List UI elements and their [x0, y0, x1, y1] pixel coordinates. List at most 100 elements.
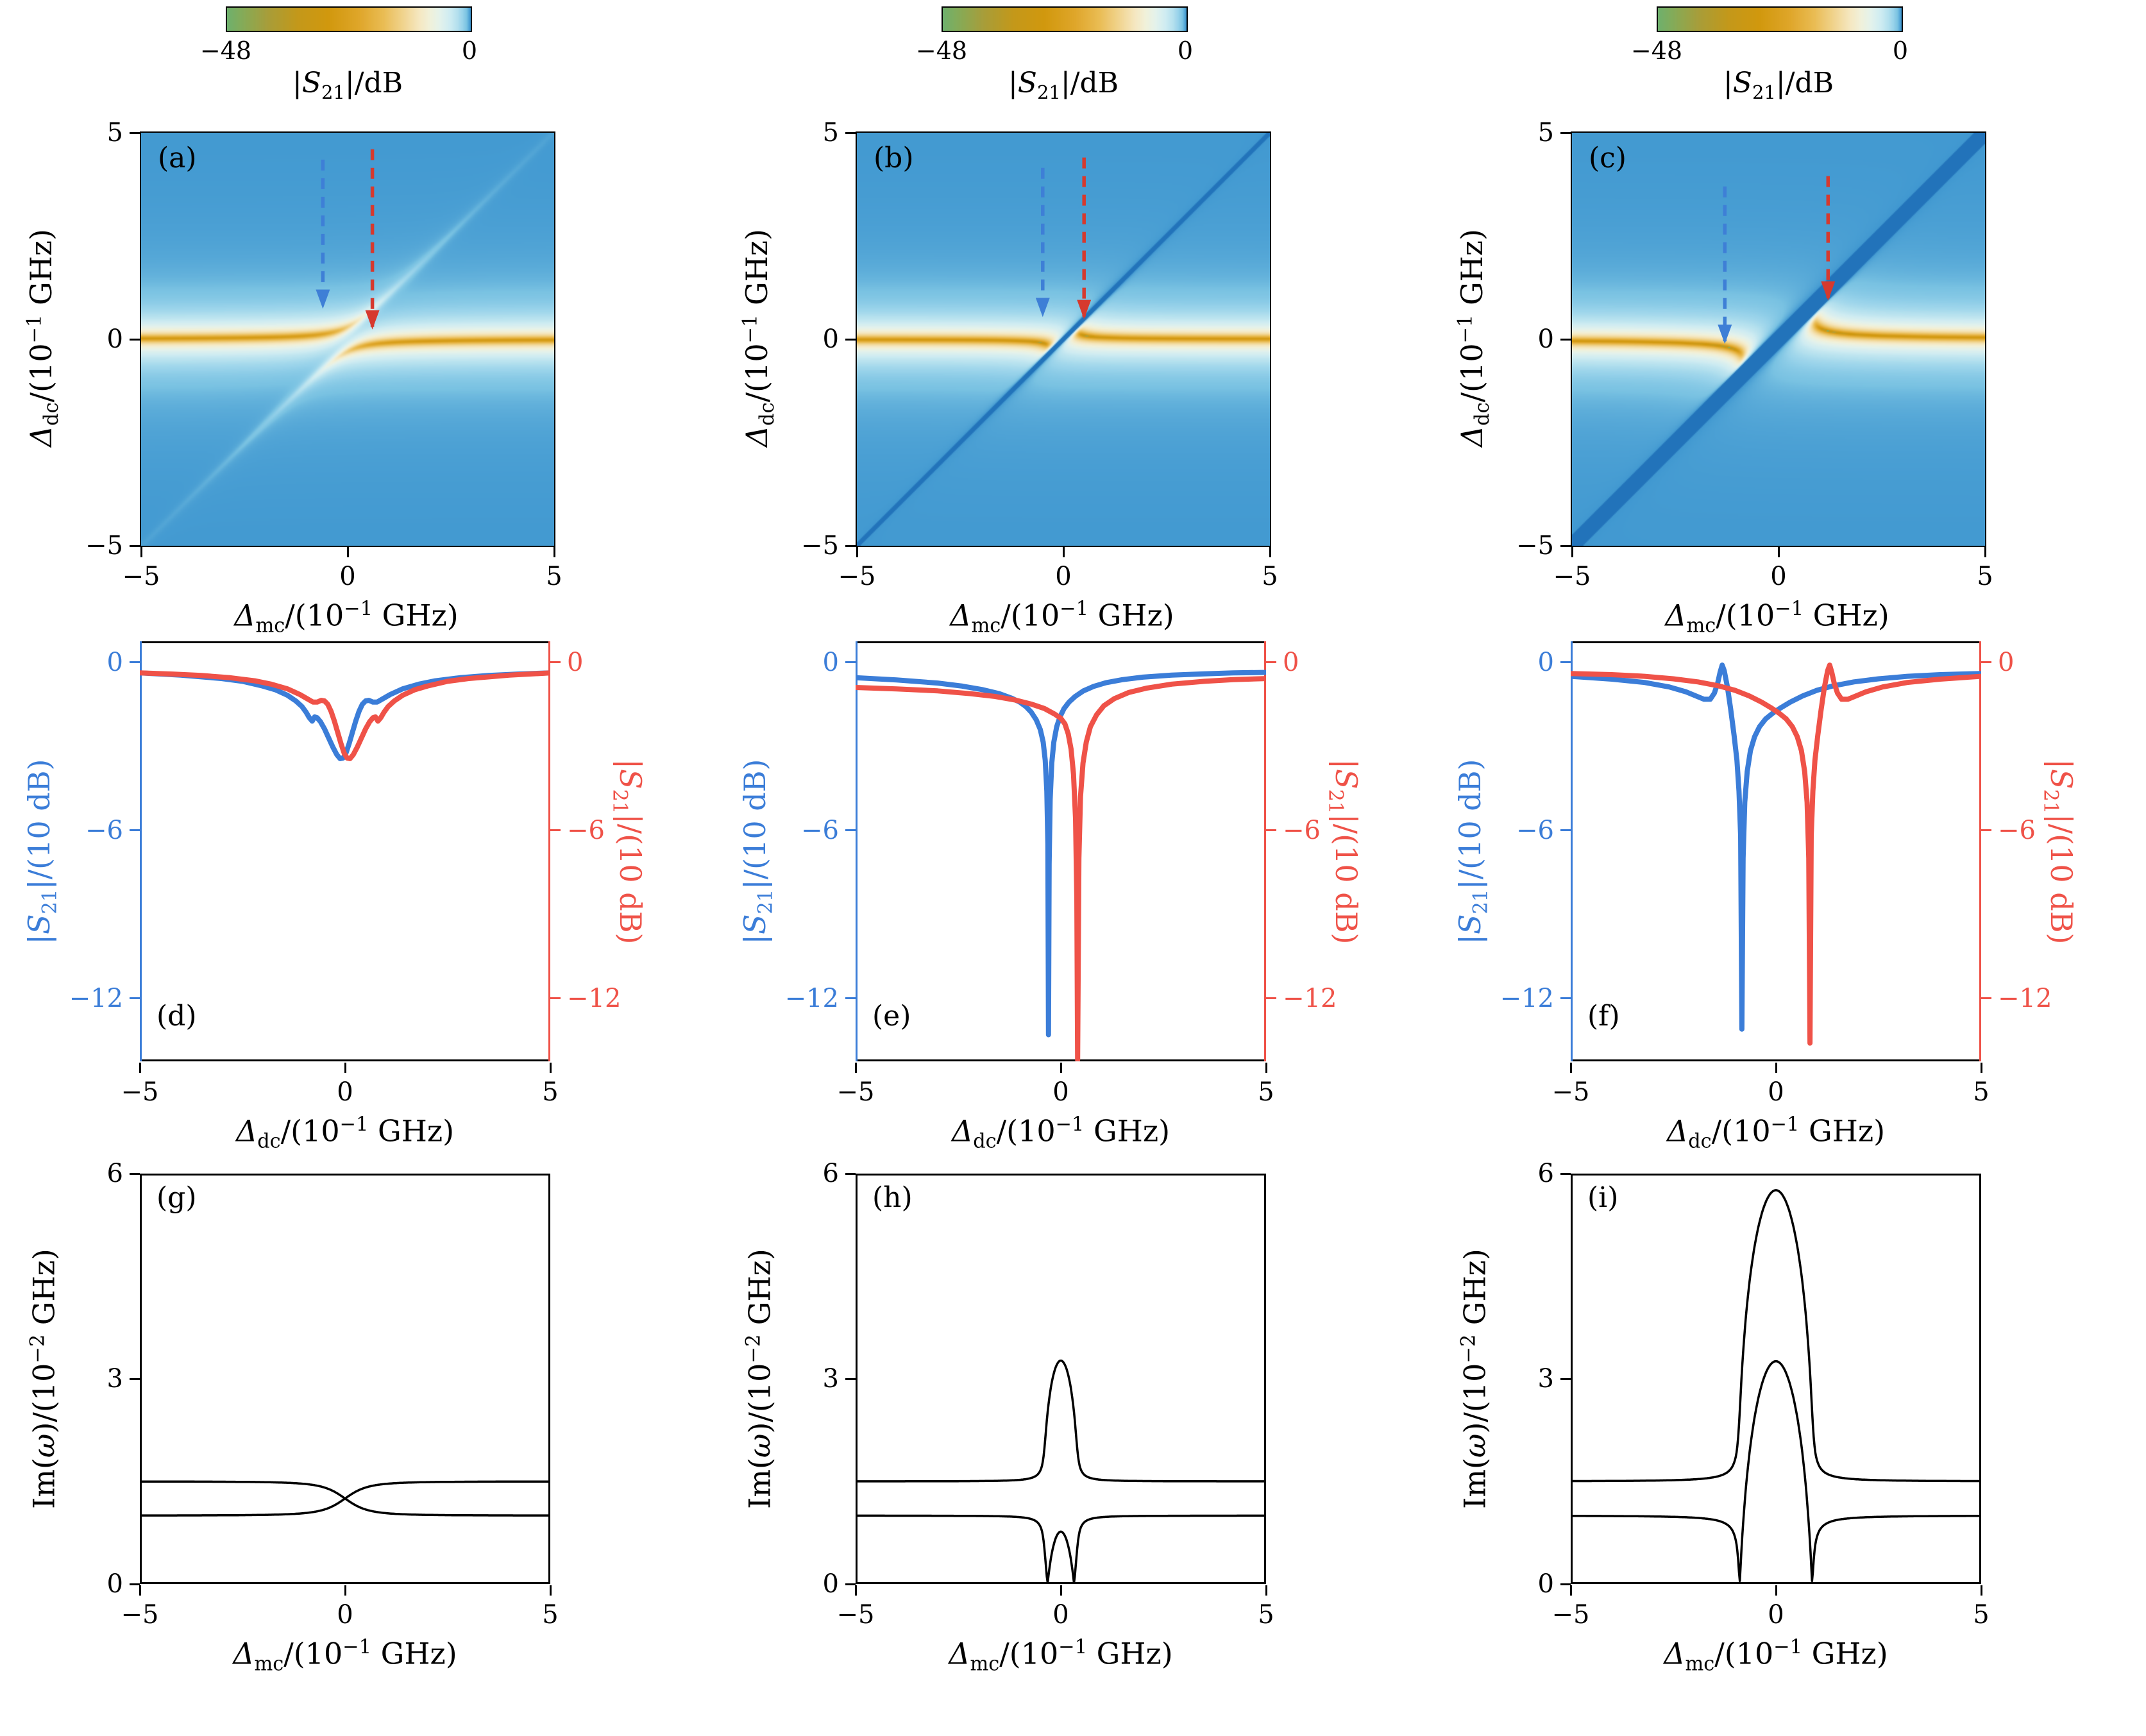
colorbar-title-c-pre: |	[1723, 67, 1733, 99]
colorbar-title-b-pre: |	[1008, 67, 1018, 99]
y-tick-label-right: 0	[567, 647, 584, 677]
row2-ylabel-right-e: |S21|/(10 dB)	[1324, 759, 1364, 944]
x-tick-label: 0	[1768, 1600, 1784, 1630]
row3-ylabel-h-post: GHz)	[742, 1249, 777, 1335]
y-tickmark-right	[550, 829, 561, 832]
panel-letter-b: (b)	[874, 142, 914, 174]
x-tick-label: 5	[1258, 1600, 1274, 1630]
row2-ylabel-right-f-var: S	[2043, 768, 2079, 789]
x-tickmark	[139, 1063, 141, 1073]
heatmap-ylabel-c-var: Δ	[1454, 425, 1489, 448]
y-tick-label: 3	[106, 1364, 123, 1394]
x-tick-label: −5	[836, 1077, 875, 1107]
y-tick-label-left: −12	[69, 983, 123, 1013]
y-tickmark	[1560, 1583, 1571, 1585]
row2-ylabel-right-e-sub: 21	[1324, 789, 1347, 814]
row3-ylabel-h-var: ω	[742, 1433, 777, 1458]
colorbar-canvas-a	[226, 6, 472, 32]
x-tickmark	[1777, 547, 1780, 557]
colorbar-tick-min: −48	[915, 37, 968, 65]
y-tickmark	[1560, 1378, 1571, 1380]
row3-ylabel-g-pre: Im(	[26, 1458, 62, 1509]
row2-ylabel-left-f-sub: 21	[1469, 889, 1492, 914]
row3-ylabel-i-pre: Im(	[1457, 1458, 1492, 1509]
x-tick-label: 5	[1258, 1077, 1274, 1107]
y-tick-label: 3	[1537, 1364, 1554, 1394]
x-tickmark	[344, 1063, 346, 1073]
x-tickmark	[1775, 1063, 1777, 1073]
panel-letter-g: (g)	[156, 1181, 197, 1214]
x-tickmark	[1060, 1585, 1062, 1596]
x-tickmark	[1265, 1063, 1267, 1073]
x-tick-label: −5	[1551, 1600, 1590, 1630]
row2-xlabel-f-var: Δ	[1666, 1113, 1689, 1149]
row3-ylabel-i-sup: −2	[1457, 1334, 1480, 1363]
row2-xlabel-d-var: Δ	[235, 1113, 258, 1149]
s21-cut-blue	[137, 670, 553, 761]
y-tickmark	[130, 1378, 140, 1380]
heatmap-xlabel-b-post: GHz)	[1088, 598, 1174, 633]
y-tick-label: 5	[1537, 118, 1554, 147]
row3-xlabel-h-var: Δ	[949, 1636, 970, 1671]
colorbar-title-c-var: S	[1732, 67, 1752, 99]
y-tickmark	[130, 544, 140, 547]
y-tick-label-right: −12	[567, 983, 621, 1013]
im-lower-branch	[1570, 1360, 1982, 1583]
y-tick-label: 0	[1537, 1569, 1554, 1599]
row3-xlabel-g-post: GHz)	[371, 1636, 457, 1671]
row3-xlabel-h-mid: /(10	[999, 1636, 1059, 1671]
y-tickmark-left	[1560, 661, 1571, 664]
x-tickmark	[140, 547, 142, 557]
y-tickmark-left	[1560, 829, 1571, 832]
s21-cut-red	[1568, 662, 1984, 1046]
y-tickmark	[1560, 544, 1571, 547]
x-tickmark	[1569, 1063, 1572, 1073]
x-tickmark	[553, 547, 555, 557]
y-tick-label-left: 0	[106, 647, 123, 677]
x-tick-label: 5	[1262, 562, 1278, 591]
heatmap-xlabel-b-mid: /(10	[1001, 598, 1060, 633]
x-tick-label: 5	[546, 562, 562, 591]
y-tickmark-left	[845, 661, 856, 664]
heatmap-xlabel-b-sup: −1	[1060, 598, 1089, 620]
heatmap-xlabel-b-sub: mc	[971, 614, 1001, 637]
y-tickmark-right	[1266, 661, 1276, 664]
x-tickmark	[854, 1063, 857, 1073]
y-tick-label: −5	[1516, 531, 1554, 560]
y-tick-label: 6	[106, 1159, 123, 1188]
colorbar-title-a-pre: |	[292, 67, 302, 99]
row3-xlabel-h-sub: mc	[970, 1653, 1000, 1676]
row2-ylabel-left-d-var: S	[22, 913, 57, 934]
row3-ylabel-h-mid: )/(10	[742, 1363, 777, 1434]
y-tickmark-left	[845, 829, 856, 832]
linecut-svg-e	[853, 641, 1269, 1063]
x-tick-label: −5	[836, 1600, 875, 1630]
heatmap-xlabel-a-sup: −1	[344, 598, 373, 620]
y-tick-label: 5	[822, 118, 839, 147]
row2-ylabel-right-d-var: S	[613, 768, 648, 789]
heatmap-xlabel-a-post: GHz)	[373, 598, 459, 633]
x-tickmark	[1984, 547, 1986, 557]
colorbar-tick-max: 0	[461, 37, 478, 65]
y-tickmark	[130, 338, 140, 341]
s21-cut-blue	[1568, 662, 1984, 1032]
row2-ylabel-right-d-pre: |	[613, 759, 648, 769]
y-tick-label: −5	[801, 531, 839, 560]
colorbar-title-b: |S21|/dB	[1008, 69, 1119, 102]
row3-xlabel-h-sup: −1	[1058, 1636, 1088, 1658]
x-tickmark	[1269, 547, 1271, 557]
row3-xlabel-g-mid: /(10	[283, 1636, 343, 1671]
row2-ylabel-right-d-sub: 21	[608, 789, 631, 814]
row2-ylabel-right-f-pre: |	[2043, 759, 2079, 769]
heatmap-xlabel-a-var: Δ	[234, 598, 256, 633]
y-tickmark	[1560, 1172, 1571, 1175]
x-tickmark	[856, 547, 858, 557]
y-tickmark	[845, 544, 856, 547]
panel-letter-h: (h)	[872, 1181, 913, 1214]
y-tick-label-left: −12	[784, 983, 839, 1013]
x-tick-label: −5	[1553, 562, 1591, 591]
y-tick-label: 6	[1537, 1159, 1554, 1188]
x-tick-label: −5	[122, 562, 160, 591]
row3-xlabel-i: Δmc/(10−1 GHz)	[1664, 1637, 1888, 1674]
row2-ylabel-left-d-sub: 21	[38, 889, 62, 914]
